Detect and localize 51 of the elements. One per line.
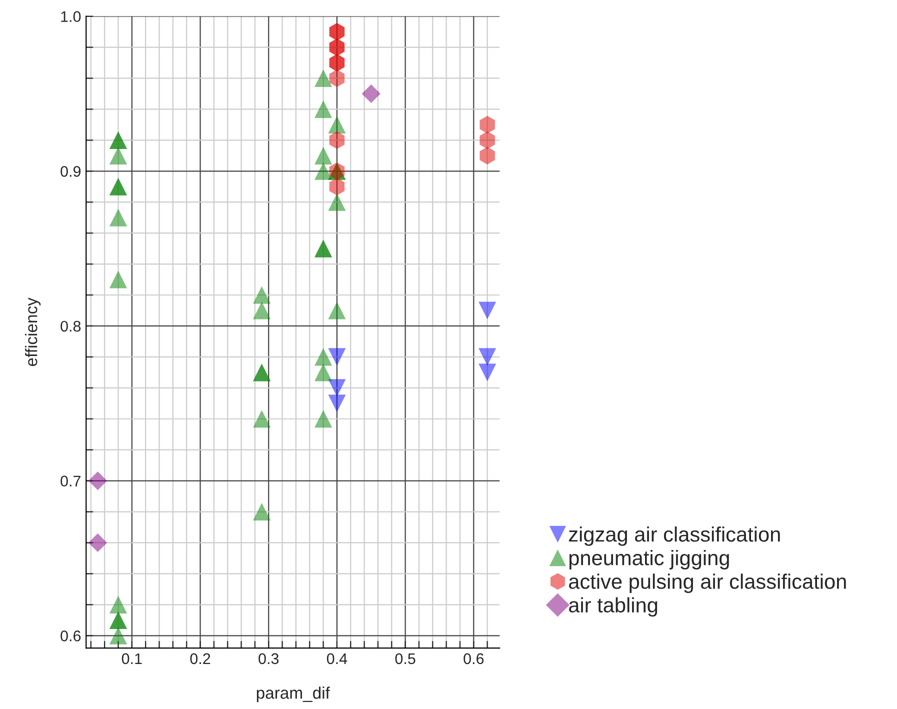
point [252, 286, 271, 304]
point [329, 131, 345, 149]
y-axis-title: efficiency [25, 298, 41, 366]
point [480, 116, 495, 134]
x-tick-label: 0.6 [464, 653, 484, 664]
x-tick-label: 0.2 [190, 653, 210, 664]
point [329, 178, 345, 196]
point [478, 302, 496, 320]
point [329, 69, 345, 88]
x-tick-label: 0.1 [122, 653, 142, 664]
point [314, 100, 332, 118]
legend-label: pneumatic jigging [569, 550, 729, 570]
legend-label: air tabling [569, 597, 658, 617]
point [314, 410, 332, 428]
point [480, 146, 495, 164]
point [314, 162, 332, 180]
point [109, 596, 128, 614]
y-tick-label: 0.6 [60, 630, 81, 642]
point [478, 348, 496, 366]
point [480, 131, 495, 149]
point [109, 146, 128, 164]
legend-label: active pulsing air classification [569, 574, 846, 594]
point [109, 626, 128, 644]
point [314, 364, 332, 382]
x-tick-label: 0.4 [326, 653, 348, 664]
point [328, 348, 346, 366]
point [109, 270, 128, 288]
point [314, 146, 332, 164]
point [328, 116, 346, 134]
y-tick-label: 1.0 [61, 11, 81, 22]
point [328, 394, 346, 412]
point [314, 69, 332, 88]
point [328, 379, 346, 397]
point [252, 410, 271, 428]
point [88, 533, 108, 552]
point [362, 84, 380, 104]
point [252, 302, 271, 320]
y-tick-label: 0.9 [60, 166, 81, 177]
point [328, 302, 346, 320]
point [88, 471, 108, 490]
legend-label: zigzag air classification [568, 526, 780, 546]
point [478, 364, 496, 382]
x-tick-label: 0.3 [258, 653, 279, 664]
point [314, 348, 332, 366]
x-axis-title: param_dif [256, 686, 330, 702]
point [328, 193, 346, 211]
y-tick-label: 0.8 [60, 320, 81, 332]
point [109, 208, 128, 226]
point [252, 502, 271, 521]
x-tick-label: 0.5 [395, 653, 416, 664]
y-tick-label: 0.7 [60, 476, 80, 486]
